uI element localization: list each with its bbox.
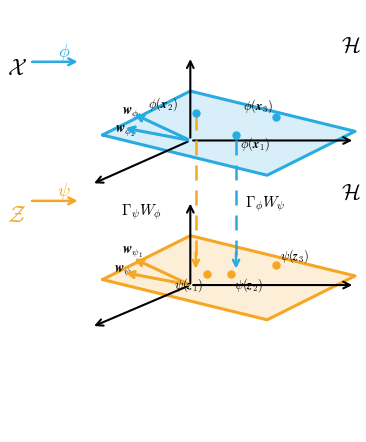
Polygon shape: [102, 91, 355, 175]
Text: $\phi(\boldsymbol{x}_2)$: $\phi(\boldsymbol{x}_2)$: [148, 95, 178, 113]
Text: $\psi$: $\psi$: [57, 181, 71, 202]
Text: $\Gamma_\phi W_\psi$: $\Gamma_\phi W_\psi$: [245, 195, 286, 214]
Text: $\psi(\boldsymbol{z}_1)$: $\psi(\boldsymbol{z}_1)$: [174, 276, 203, 294]
Text: $\mathcal{H}$: $\mathcal{H}$: [341, 37, 361, 57]
Text: $\boldsymbol{w}_{\psi_1}$: $\boldsymbol{w}_{\psi_1}$: [122, 244, 143, 260]
Polygon shape: [102, 236, 355, 320]
Text: $\psi(\boldsymbol{z}_3)$: $\psi(\boldsymbol{z}_3)$: [280, 247, 309, 265]
Text: $\mathcal{H}$: $\mathcal{H}$: [341, 183, 361, 204]
Text: $\boldsymbol{w}_{\psi_2}$: $\boldsymbol{w}_{\psi_2}$: [114, 264, 135, 279]
Text: $\boldsymbol{w}_{\phi_2}$: $\boldsymbol{w}_{\phi_2}$: [115, 124, 135, 139]
Text: $\phi$: $\phi$: [58, 42, 70, 63]
Text: $\boldsymbol{w}_{\phi_1}$: $\boldsymbol{w}_{\phi_1}$: [122, 105, 143, 121]
Text: $\phi(\boldsymbol{x}_1)$: $\phi(\boldsymbol{x}_1)$: [240, 135, 270, 153]
Text: $\Gamma_\psi W_\phi$: $\Gamma_\psi W_\phi$: [121, 202, 161, 221]
Text: $\psi(\boldsymbol{z}_2)$: $\psi(\boldsymbol{z}_2)$: [234, 276, 264, 294]
Text: $\phi(\boldsymbol{x}_3)$: $\phi(\boldsymbol{x}_3)$: [243, 97, 273, 114]
Text: $\mathcal{X}$: $\mathcal{X}$: [7, 59, 27, 79]
Text: $\mathcal{Z}$: $\mathcal{Z}$: [7, 206, 26, 225]
